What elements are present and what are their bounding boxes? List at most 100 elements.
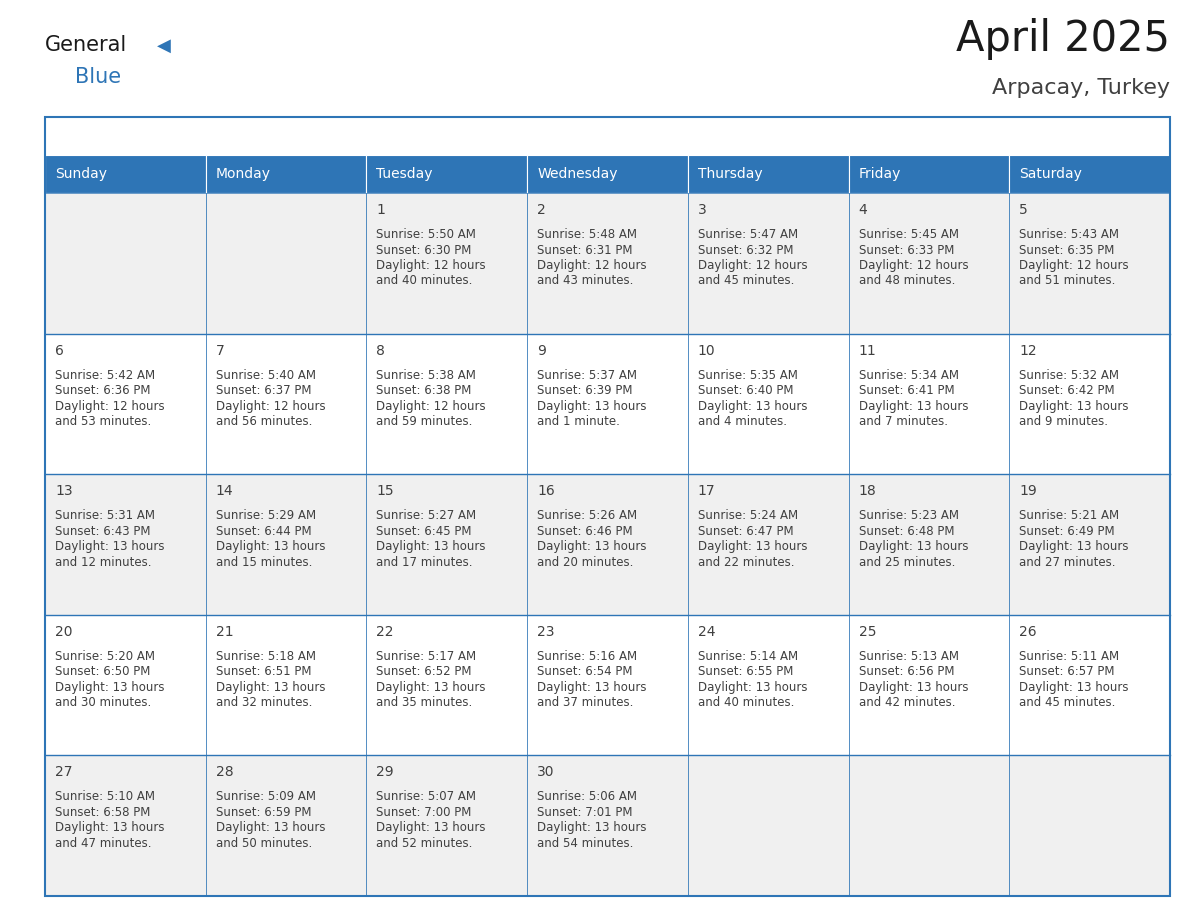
Text: and 47 minutes.: and 47 minutes. [55,837,152,850]
Text: and 50 minutes.: and 50 minutes. [216,837,312,850]
Text: 16: 16 [537,484,555,498]
Text: Sunset: 6:32 PM: Sunset: 6:32 PM [697,243,794,256]
Text: 4: 4 [859,203,867,217]
Text: and 45 minutes.: and 45 minutes. [1019,696,1116,710]
Text: Thursday: Thursday [697,167,763,181]
Text: 18: 18 [859,484,877,498]
Text: Sunset: 6:39 PM: Sunset: 6:39 PM [537,384,633,397]
Text: Sunset: 6:36 PM: Sunset: 6:36 PM [55,384,151,397]
Text: and 1 minute.: and 1 minute. [537,415,620,428]
Text: Sunrise: 5:06 AM: Sunrise: 5:06 AM [537,790,637,803]
Text: Sunrise: 5:35 AM: Sunrise: 5:35 AM [697,369,797,382]
Text: and 59 minutes.: and 59 minutes. [377,415,473,428]
Text: Sunset: 7:01 PM: Sunset: 7:01 PM [537,806,633,819]
Bar [45,475,206,615]
Text: and 32 minutes.: and 32 minutes. [216,696,312,710]
Text: 23: 23 [537,625,555,639]
Text: Sunrise: 5:48 AM: Sunrise: 5:48 AM [537,228,637,241]
Text: Sunrise: 5:11 AM: Sunrise: 5:11 AM [1019,650,1119,663]
Text: Sunrise: 5:38 AM: Sunrise: 5:38 AM [377,369,476,382]
Text: Sunrise: 5:50 AM: Sunrise: 5:50 AM [377,228,476,241]
Text: 10: 10 [697,343,715,358]
Bar [45,756,206,896]
Text: General: General [45,35,127,55]
Text: 9: 9 [537,343,546,358]
Text: and 27 minutes.: and 27 minutes. [1019,555,1116,568]
Text: 29: 29 [377,766,394,779]
Text: and 54 minutes.: and 54 minutes. [537,837,633,850]
Text: Sunrise: 5:45 AM: Sunrise: 5:45 AM [859,228,959,241]
Bar [45,117,1170,896]
Bar [45,155,206,193]
Text: Daylight: 12 hours: Daylight: 12 hours [377,259,486,272]
Text: Sunset: 6:54 PM: Sunset: 6:54 PM [537,666,633,678]
Bar [206,475,366,615]
Text: Daylight: 13 hours: Daylight: 13 hours [377,540,486,554]
Text: Daylight: 13 hours: Daylight: 13 hours [1019,540,1129,554]
Text: Daylight: 13 hours: Daylight: 13 hours [55,540,164,554]
Bar [848,475,1010,615]
Text: 26: 26 [1019,625,1037,639]
Bar [527,475,688,615]
Text: Sunset: 6:51 PM: Sunset: 6:51 PM [216,666,311,678]
Text: Sunrise: 5:17 AM: Sunrise: 5:17 AM [377,650,476,663]
Text: and 15 minutes.: and 15 minutes. [216,555,312,568]
Text: Daylight: 13 hours: Daylight: 13 hours [537,540,646,554]
Text: Sunrise: 5:32 AM: Sunrise: 5:32 AM [1019,369,1119,382]
Text: Sunset: 6:30 PM: Sunset: 6:30 PM [377,243,472,256]
Text: Daylight: 13 hours: Daylight: 13 hours [537,399,646,412]
Text: Daylight: 13 hours: Daylight: 13 hours [1019,399,1129,412]
Text: Daylight: 12 hours: Daylight: 12 hours [537,259,646,272]
Text: and 17 minutes.: and 17 minutes. [377,555,473,568]
Text: and 52 minutes.: and 52 minutes. [377,837,473,850]
Text: Daylight: 12 hours: Daylight: 12 hours [55,399,165,412]
Text: and 7 minutes.: and 7 minutes. [859,415,948,428]
Text: Sunset: 6:44 PM: Sunset: 6:44 PM [216,525,311,538]
Text: Daylight: 13 hours: Daylight: 13 hours [537,681,646,694]
Text: 22: 22 [377,625,394,639]
Text: Sunrise: 5:21 AM: Sunrise: 5:21 AM [1019,509,1119,522]
Text: Tuesday: Tuesday [377,167,432,181]
Text: Sunrise: 5:27 AM: Sunrise: 5:27 AM [377,509,476,522]
Text: 19: 19 [1019,484,1037,498]
Text: Sunrise: 5:37 AM: Sunrise: 5:37 AM [537,369,637,382]
Bar [848,155,1010,193]
Bar [1010,193,1170,333]
Text: 6: 6 [55,343,64,358]
Text: ◀: ◀ [157,37,171,55]
Text: 15: 15 [377,484,394,498]
Text: Sunrise: 5:24 AM: Sunrise: 5:24 AM [697,509,798,522]
Text: 20: 20 [55,625,72,639]
Text: Sunset: 6:42 PM: Sunset: 6:42 PM [1019,384,1114,397]
Text: Friday: Friday [859,167,901,181]
Text: Sunset: 6:56 PM: Sunset: 6:56 PM [859,666,954,678]
Text: Sunrise: 5:14 AM: Sunrise: 5:14 AM [697,650,798,663]
Text: Sunrise: 5:31 AM: Sunrise: 5:31 AM [55,509,154,522]
Text: Sunset: 6:41 PM: Sunset: 6:41 PM [859,384,954,397]
Text: Sunrise: 5:29 AM: Sunrise: 5:29 AM [216,509,316,522]
Text: Sunset: 6:58 PM: Sunset: 6:58 PM [55,806,151,819]
Text: 25: 25 [859,625,876,639]
Text: Sunrise: 5:16 AM: Sunrise: 5:16 AM [537,650,637,663]
Text: Sunrise: 5:20 AM: Sunrise: 5:20 AM [55,650,154,663]
Bar [366,333,527,475]
Bar [688,475,848,615]
Text: and 20 minutes.: and 20 minutes. [537,555,633,568]
Text: Sunrise: 5:10 AM: Sunrise: 5:10 AM [55,790,154,803]
Bar [688,756,848,896]
Text: Sunset: 6:47 PM: Sunset: 6:47 PM [697,525,794,538]
Text: Sunrise: 5:42 AM: Sunrise: 5:42 AM [55,369,156,382]
Bar [688,615,848,756]
Text: Sunset: 6:57 PM: Sunset: 6:57 PM [1019,666,1114,678]
Text: Sunset: 7:00 PM: Sunset: 7:00 PM [377,806,472,819]
Text: Daylight: 13 hours: Daylight: 13 hours [377,822,486,834]
Text: Sunset: 6:48 PM: Sunset: 6:48 PM [859,525,954,538]
Text: and 40 minutes.: and 40 minutes. [697,696,795,710]
Text: and 37 minutes.: and 37 minutes. [537,696,633,710]
Text: Sunset: 6:31 PM: Sunset: 6:31 PM [537,243,633,256]
Text: and 4 minutes.: and 4 minutes. [697,415,786,428]
Bar [366,155,527,193]
Text: 12: 12 [1019,343,1037,358]
Text: Daylight: 12 hours: Daylight: 12 hours [697,259,808,272]
Text: 2: 2 [537,203,546,217]
